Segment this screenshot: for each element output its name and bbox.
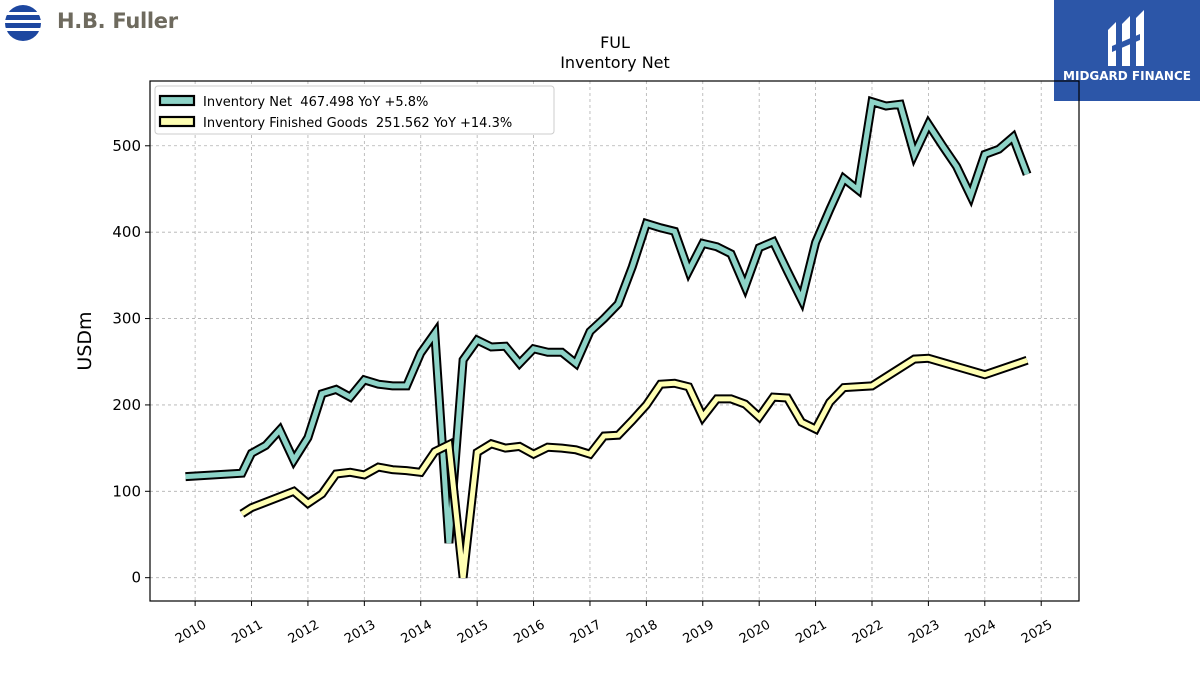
company-brand: H.B. Fuller — [57, 9, 178, 33]
grid-lines — [150, 81, 1079, 601]
legend: Inventory Net 467.498 YoY +5.8% Inventory… — [154, 85, 555, 135]
y-tick-label: 100 — [112, 482, 141, 500]
x-tick-label: 2019 — [681, 617, 717, 647]
x-tick-label: 2012 — [286, 617, 322, 647]
hb-fuller-logo: H.B. Fuller — [0, 0, 200, 48]
midgard-emblem-icon — [1108, 10, 1144, 66]
x-tick-label: 2015 — [455, 617, 491, 647]
y-tick-label: 400 — [112, 223, 141, 241]
y-axis-label: USDm — [74, 311, 96, 370]
chart-subtitle: Inventory Net — [560, 53, 670, 72]
x-tick-label: 2018 — [624, 617, 660, 647]
x-tick-label: 2014 — [399, 617, 435, 647]
y-tick-label: 300 — [112, 310, 141, 328]
plot-frame — [149, 80, 1080, 602]
x-tick-label: 2025 — [1019, 617, 1055, 647]
legend-label-1: Inventory Finished Goods 251.562 YoY +14… — [203, 116, 512, 131]
y-tick-label: 500 — [112, 137, 141, 155]
y-tick-label: 200 — [112, 396, 141, 414]
series-0-outline — [185, 95, 1032, 544]
x-tick-label: 2022 — [850, 617, 886, 647]
x-tick-label: 2016 — [511, 617, 547, 647]
chart-title: FUL — [600, 33, 630, 52]
x-tick-label: 2024 — [963, 617, 999, 647]
series-lines — [185, 95, 1032, 579]
publisher-brand: MIDGARD FINANCE — [1063, 69, 1191, 83]
x-tick-label: 2023 — [906, 617, 942, 647]
x-tick-label: 2021 — [793, 617, 829, 647]
legend-swatch-0 — [158, 94, 196, 107]
x-axis: 2010 2011 2012 2013 2014 2015 2016 2017 2018 2019… — [173, 601, 1055, 647]
series-1-line — [240, 355, 1028, 578]
legend-swatch-1 — [158, 115, 196, 128]
legend-label-0: Inventory Net 467.498 YoY +5.8% — [203, 95, 428, 110]
y-tick-label: 0 — [131, 569, 141, 587]
midgard-finance-logo: MIDGARD FINANCE — [1054, 0, 1200, 101]
y-axis: 0 100 200 300 400 500 — [112, 137, 150, 587]
x-tick-label: 2013 — [342, 617, 378, 647]
x-tick-label: 2010 — [173, 617, 209, 647]
x-tick-label: 2011 — [229, 617, 265, 647]
x-tick-label: 2020 — [737, 617, 773, 647]
legend-box — [154, 85, 555, 135]
hb-fuller-emblem-icon — [3, 5, 43, 41]
x-tick-label: 2017 — [568, 617, 604, 647]
series-0-line — [185, 98, 1030, 544]
